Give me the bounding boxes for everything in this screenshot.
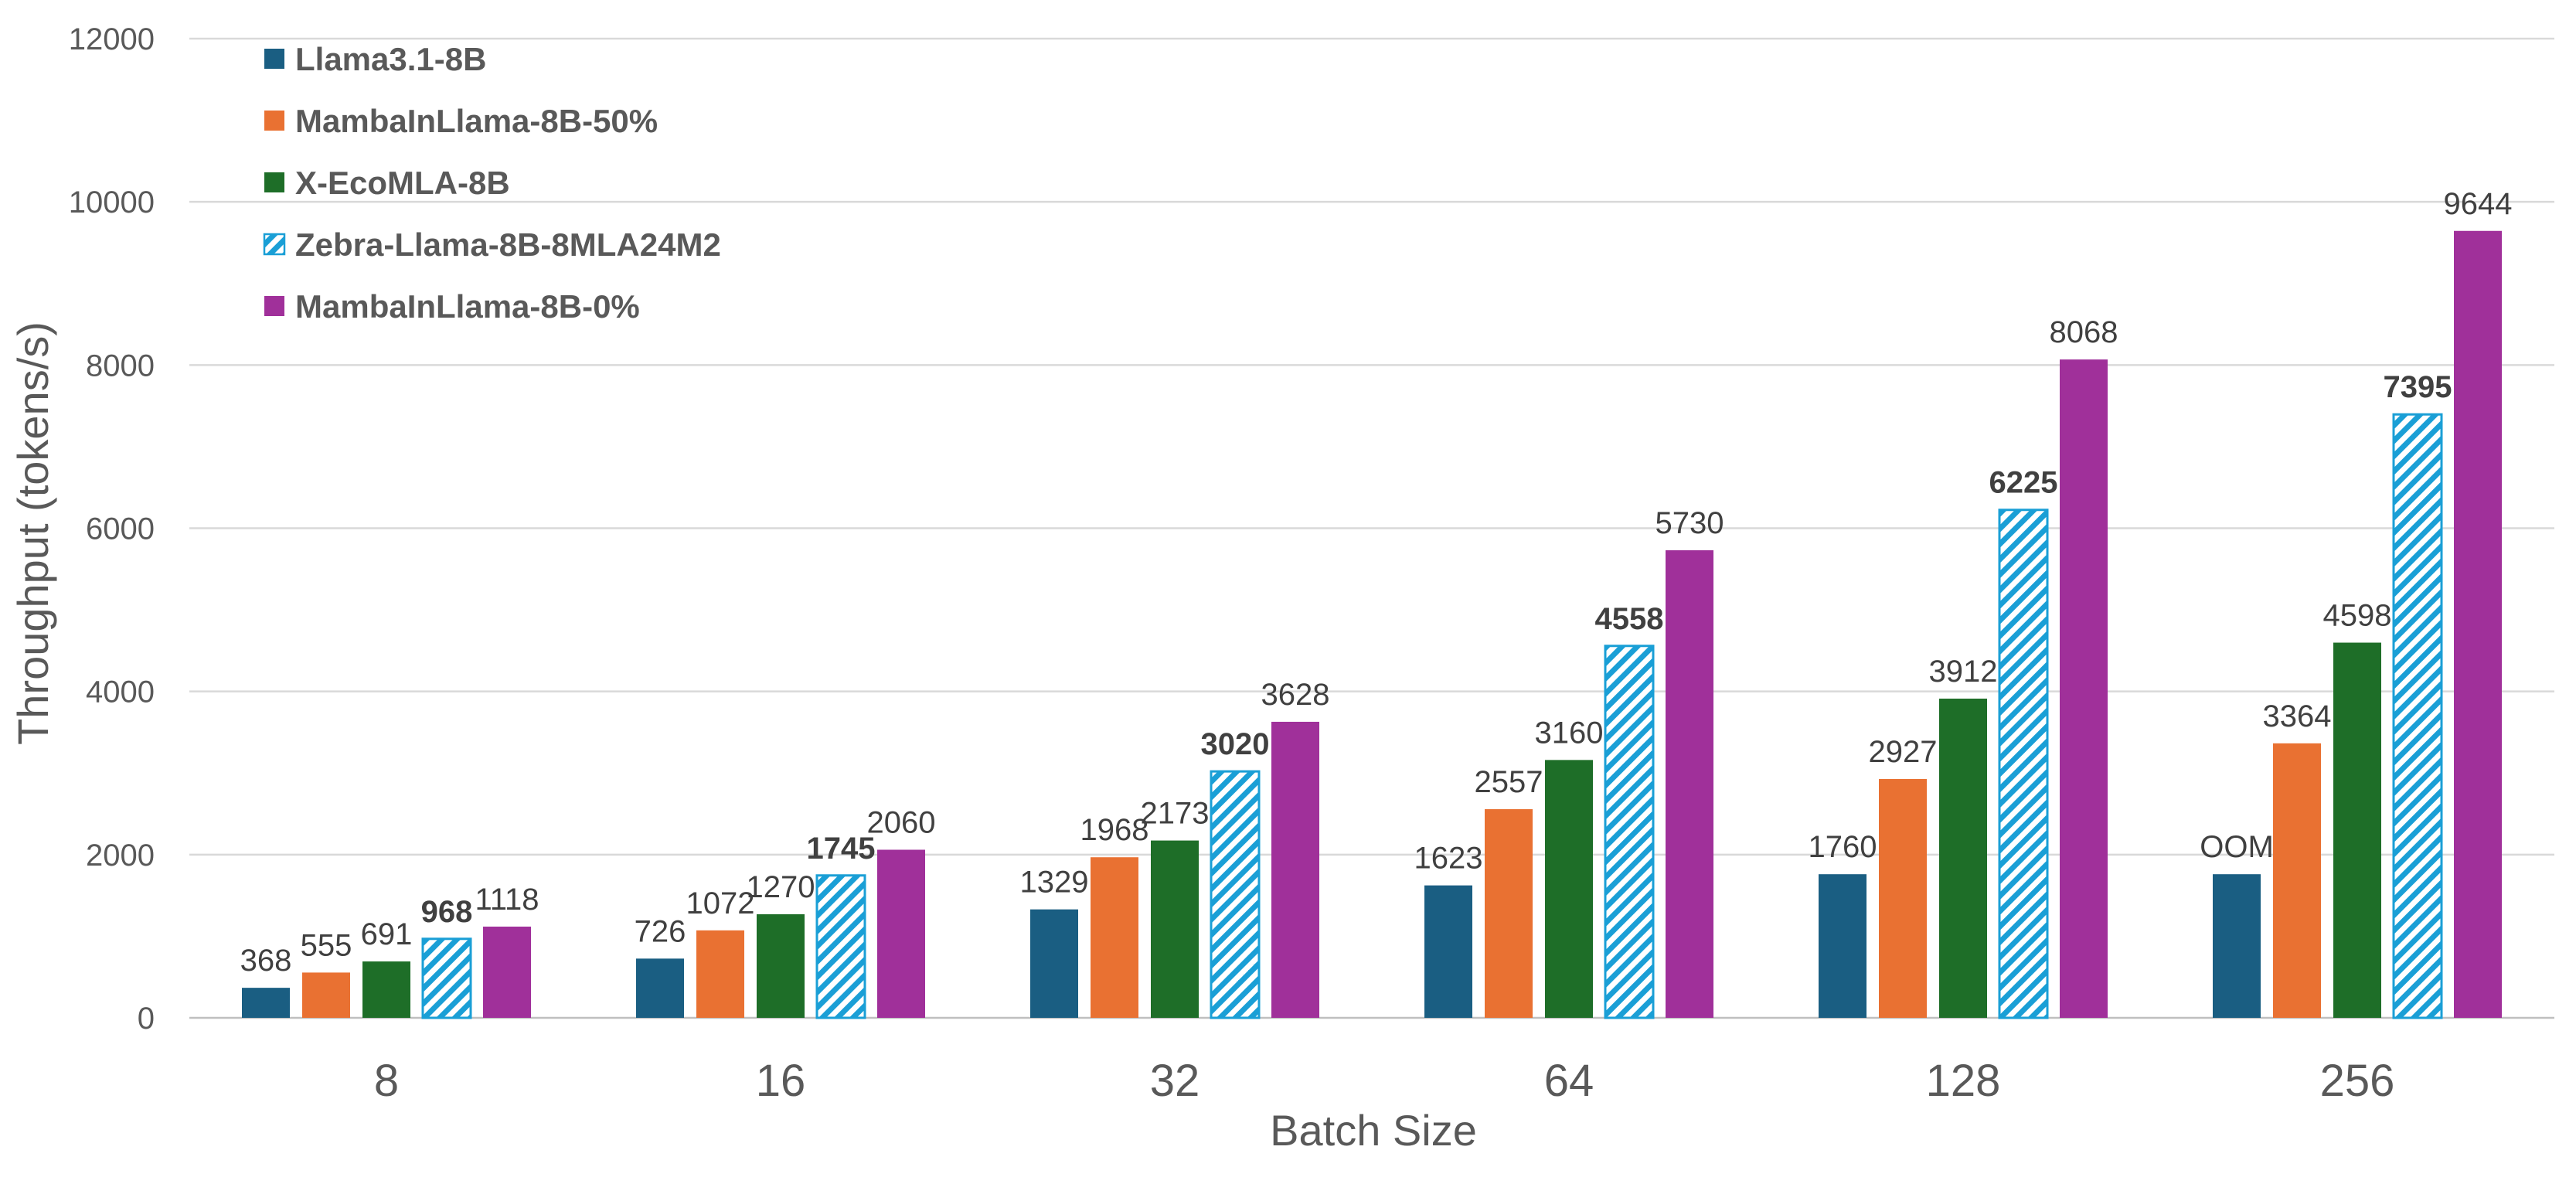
legend-swatch <box>263 233 286 256</box>
bar-zebra-llama-8b-8mla24m2-256 <box>2392 413 2443 1019</box>
data-label: 1118 <box>475 883 539 917</box>
data-label: 9644 <box>2444 187 2513 221</box>
data-label: 5730 <box>1656 506 1724 540</box>
data-label: 3364 <box>2263 699 2332 733</box>
bar-mambainllama-8b-50--8 <box>302 972 350 1018</box>
data-label: 1968 <box>1080 813 1149 847</box>
data-label: 2927 <box>1869 735 1938 769</box>
bar-llama3-1-8b-8 <box>242 988 290 1018</box>
y-tick-label: 10000 <box>69 185 155 219</box>
bar-x-ecomla-8b-64 <box>1545 760 1593 1018</box>
bar-x-ecomla-8b-16 <box>757 914 805 1018</box>
legend: Llama3.1-8B MambaInLlama-8B-50% X-EcoMLA-8… <box>263 41 721 325</box>
legend-label: Llama3.1-8B <box>295 41 486 77</box>
data-label: OOM <box>2200 830 2274 864</box>
data-label: 3912 <box>1929 655 1998 689</box>
legend-label: MambaInLlama-8B-0% <box>295 288 640 325</box>
x-tick-label: 64 <box>1544 1056 1594 1106</box>
data-label: 368 <box>240 944 292 978</box>
data-label: 726 <box>635 914 686 948</box>
data-label: 691 <box>361 917 413 951</box>
data-label: 968 <box>421 895 473 929</box>
data-label: 7395 <box>2384 370 2452 404</box>
bar-mambainllama-8b-0--128 <box>2060 359 2108 1018</box>
bar-zebra-llama-8b-8mla24m2-8 <box>421 937 472 1019</box>
bar-zebra-llama-8b-8mla24m2-128 <box>1998 509 2049 1019</box>
y-axis-ticks: 0 2000 4000 6000 8000 10000 12000 <box>69 22 155 1036</box>
bar-mambainllama-8b-50--16 <box>696 930 744 1018</box>
data-label: 3160 <box>1535 716 1604 750</box>
bar-mambainllama-8b-0--64 <box>1666 550 1713 1018</box>
data-label: 1760 <box>1809 830 1877 864</box>
data-label: 4598 <box>2323 599 2392 633</box>
bar-mambainllama-8b-0--32 <box>1271 721 1319 1018</box>
y-tick-label: 12000 <box>69 22 155 56</box>
bar-mambainllama-8b-50--256 <box>2273 743 2321 1018</box>
bar-x-ecomla-8b-256 <box>2333 642 2381 1018</box>
y-tick-label: 8000 <box>86 349 155 383</box>
data-label: 3628 <box>1261 678 1330 712</box>
bars <box>242 230 2502 1019</box>
x-axis-ticks: 8 16 32 64 128 256 <box>374 1056 2395 1106</box>
x-axis-title: Batch Size <box>1270 1106 1477 1155</box>
legend-swatch <box>264 49 284 69</box>
bar-mambainllama-8b-50--64 <box>1485 809 1533 1018</box>
data-label: 3020 <box>1201 727 1270 761</box>
bar-mambainllama-8b-50--128 <box>1879 778 1927 1018</box>
data-label: 4558 <box>1595 602 1664 636</box>
y-tick-label: 0 <box>138 1002 155 1036</box>
bar-mambainllama-8b-0--8 <box>483 926 531 1018</box>
bar-x-ecomla-8b-128 <box>1939 698 1987 1018</box>
x-tick-label: 16 <box>756 1056 806 1106</box>
y-axis-title: Throughput (tokens/s) <box>9 322 57 745</box>
bar-x-ecomla-8b-32 <box>1151 840 1199 1018</box>
data-label: 2060 <box>867 805 936 839</box>
data-label: 1072 <box>686 886 755 920</box>
bar-llama3-1-8b-32 <box>1030 909 1078 1018</box>
bar-x-ecomla-8b-8 <box>362 961 410 1018</box>
data-label: 8068 <box>2050 315 2118 349</box>
bar-zebra-llama-8b-8mla24m2-32 <box>1210 770 1261 1019</box>
data-label: 1270 <box>747 870 815 904</box>
legend-label: X-EcoMLA-8B <box>295 165 510 201</box>
y-tick-label: 4000 <box>86 675 155 709</box>
data-label: 2557 <box>1475 765 1543 799</box>
legend-swatch <box>264 172 284 192</box>
legend-label: Zebra-Llama-8B-8MLA24M2 <box>295 226 721 263</box>
bar-llama3-1-8b-128 <box>1819 874 1866 1018</box>
legend-swatch <box>264 111 284 131</box>
bar-llama3-1-8b-64 <box>1424 885 1472 1018</box>
data-label: 555 <box>301 928 352 962</box>
x-tick-label: 8 <box>374 1056 399 1106</box>
bar-llama3-1-8b-256 <box>2213 874 2261 1018</box>
data-label: 2173 <box>1141 797 1210 831</box>
bar-zebra-llama-8b-8mla24m2-16 <box>815 874 866 1019</box>
x-tick-label: 256 <box>2320 1056 2395 1106</box>
data-label: 1745 <box>807 832 876 866</box>
bar-mambainllama-8b-0--16 <box>877 849 925 1018</box>
bar-zebra-llama-8b-8mla24m2-64 <box>1604 645 1655 1019</box>
y-tick-label: 2000 <box>86 839 155 873</box>
legend-swatch <box>264 296 284 316</box>
bar-mambainllama-8b-50--32 <box>1091 857 1138 1018</box>
data-label: 1623 <box>1414 842 1483 876</box>
y-tick-label: 6000 <box>86 512 155 546</box>
data-label: 6225 <box>1989 466 2058 500</box>
gridlines <box>189 37 2554 1019</box>
bar-llama3-1-8b-16 <box>636 958 684 1018</box>
legend-label: MambaInLlama-8B-50% <box>295 103 658 139</box>
bar-mambainllama-8b-0--256 <box>2454 230 2502 1018</box>
x-tick-label: 32 <box>1150 1056 1200 1106</box>
x-tick-label: 128 <box>1926 1056 2001 1106</box>
data-label: 1329 <box>1020 866 1089 900</box>
